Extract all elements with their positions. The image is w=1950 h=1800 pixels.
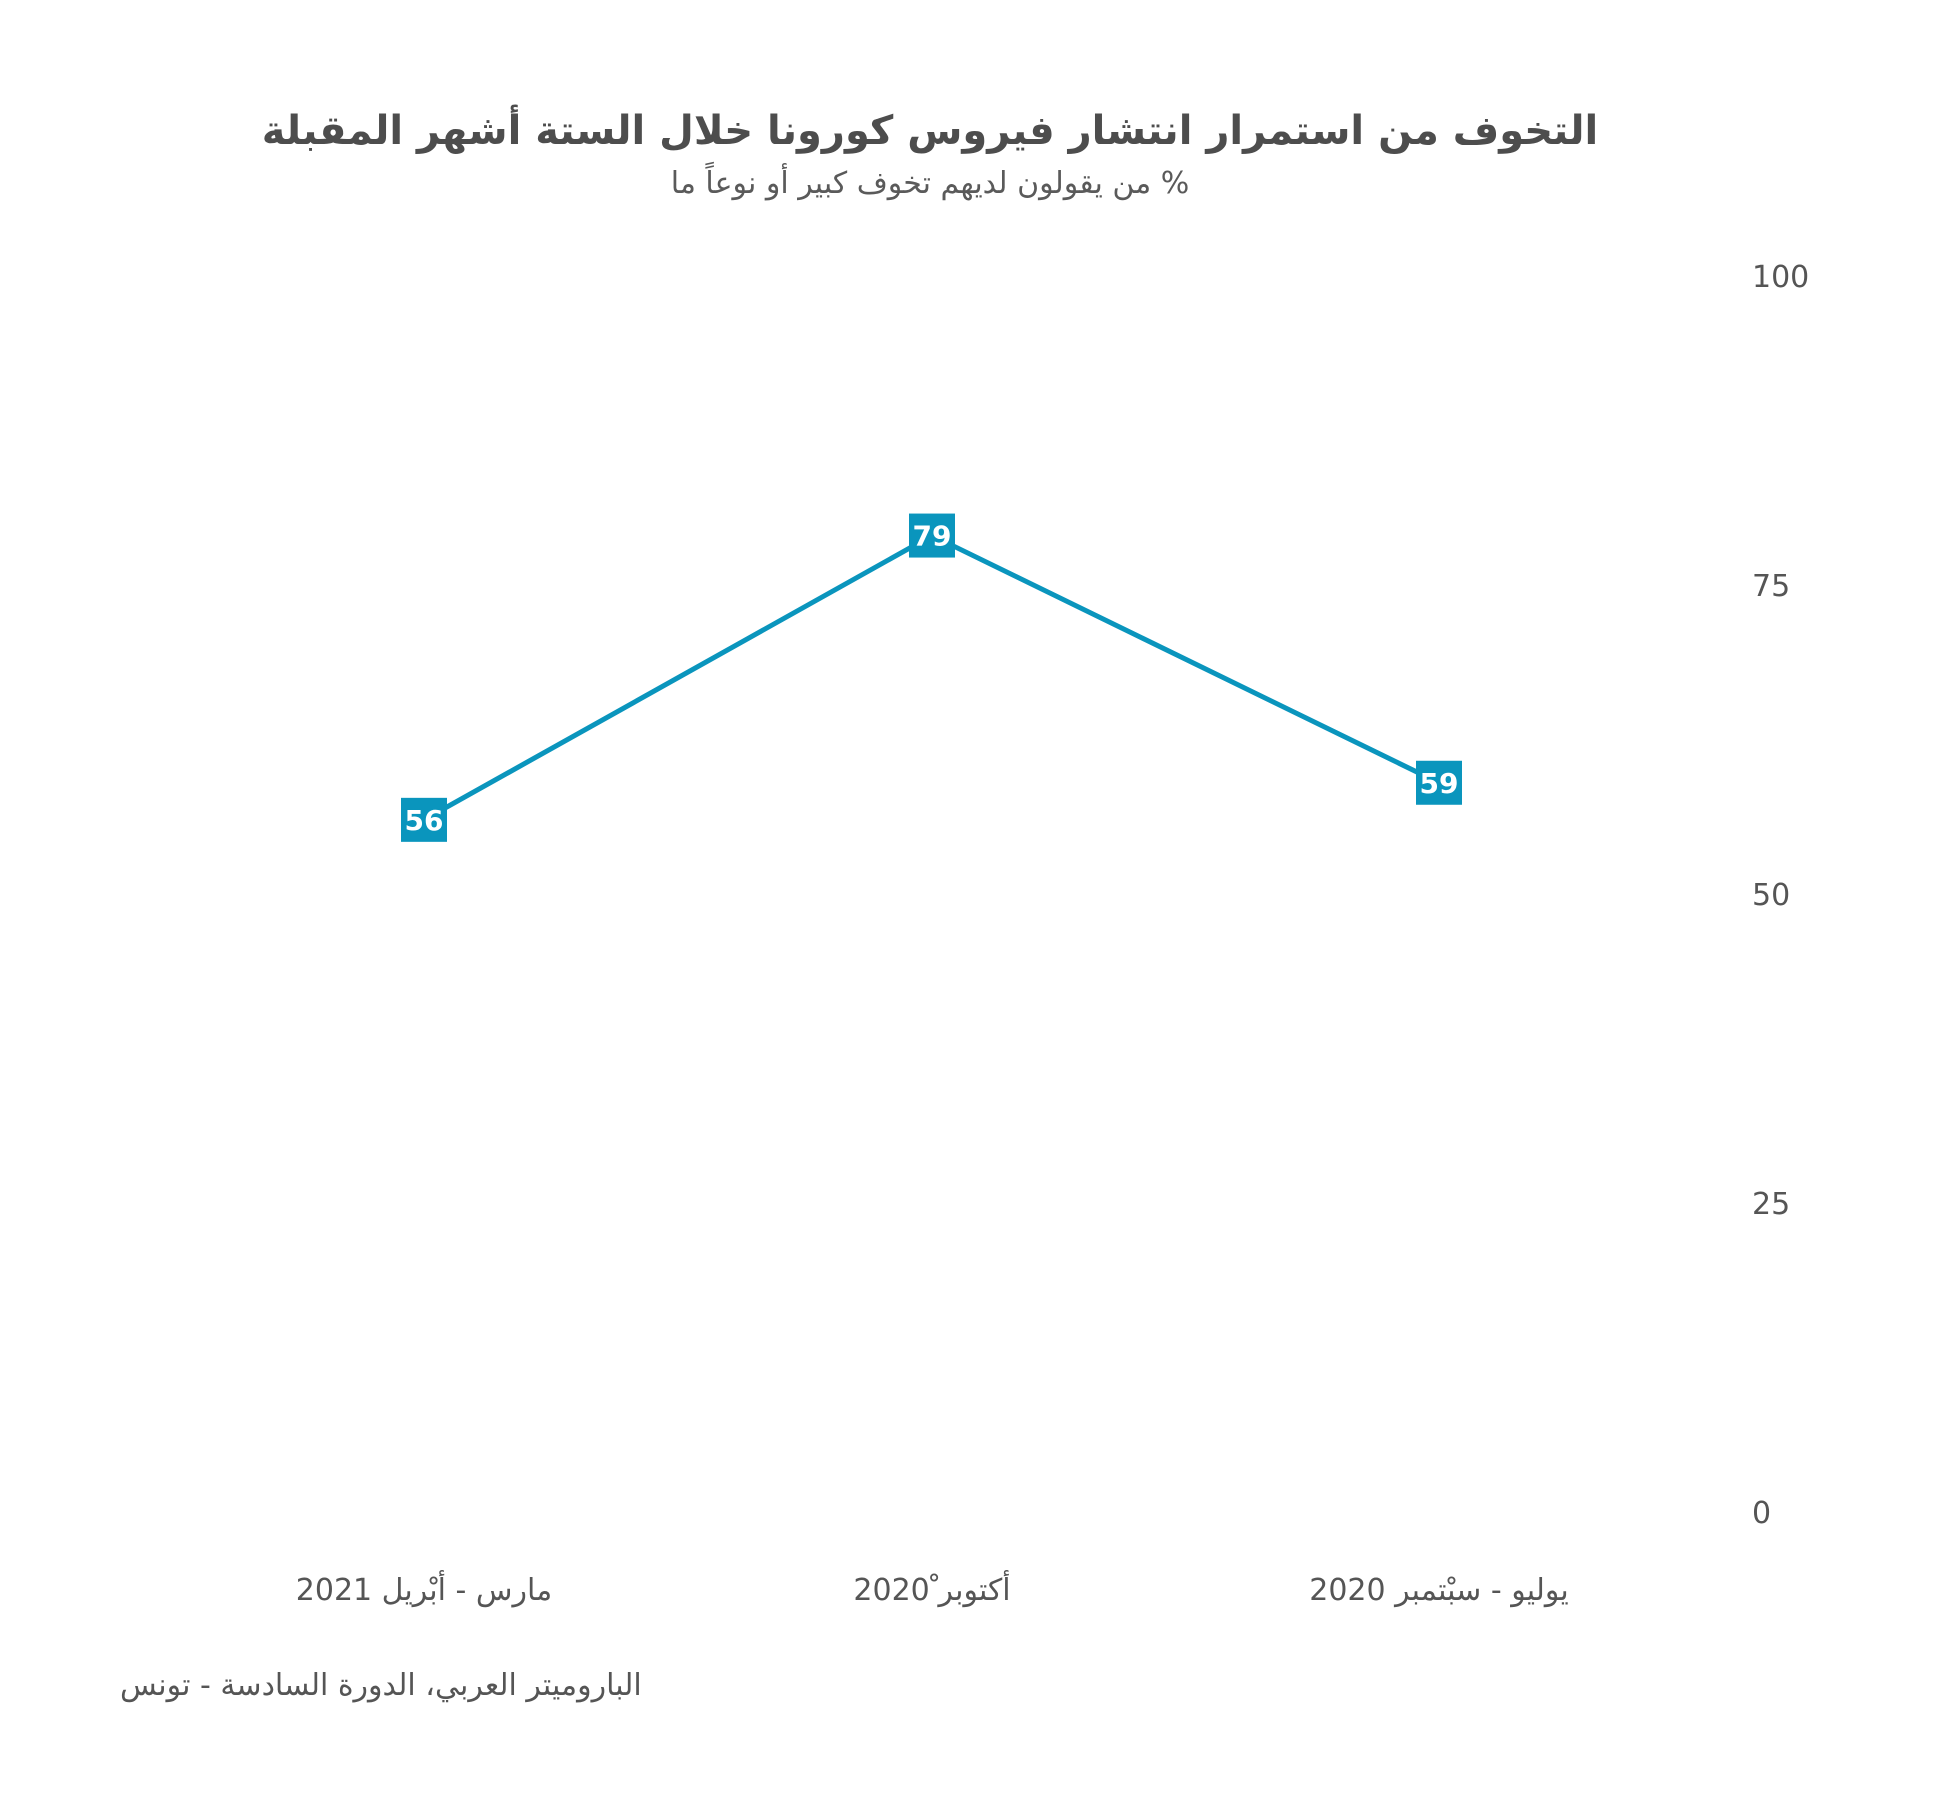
data-label: 79: [913, 520, 952, 553]
y-tick-label: 100: [1752, 260, 1809, 295]
y-axis: 0 25 50 75 100: [1752, 260, 1809, 1531]
x-axis: يوليو - سبْتمبر 2020 أكتوبر ْ2020 مارس - أ…: [296, 1569, 1569, 1608]
y-tick-label: 25: [1752, 1187, 1790, 1222]
data-label: 59: [1420, 767, 1459, 800]
data-label: 56: [405, 804, 444, 837]
chart-subtitle: % من يقولون لديهم تخوف كبير أو نوعاً ما: [670, 166, 1190, 201]
x-category-label: أكتوبر ْ2020: [853, 1569, 1010, 1608]
data-point-marker: [909, 513, 955, 558]
y-tick-label: 75: [1752, 569, 1790, 604]
y-tick-label: 0: [1752, 1496, 1771, 1531]
y-tick-label: 50: [1752, 878, 1790, 913]
series-layer: 59 79 56: [401, 513, 1462, 842]
chart-title: التخوف من استمرار انتشار فيروس كورونا خل…: [261, 108, 1599, 154]
x-category-label: يوليو - سبْتمبر 2020: [1309, 1573, 1569, 1608]
data-point-marker: [1416, 760, 1462, 805]
x-category-label: مارس - أبْريل 2021: [296, 1569, 552, 1608]
series-line: [422, 533, 1441, 823]
data-point-marker: [401, 797, 447, 842]
source-note: الباروميتر العربي، الدورة السادسة - تونس: [120, 1668, 642, 1703]
